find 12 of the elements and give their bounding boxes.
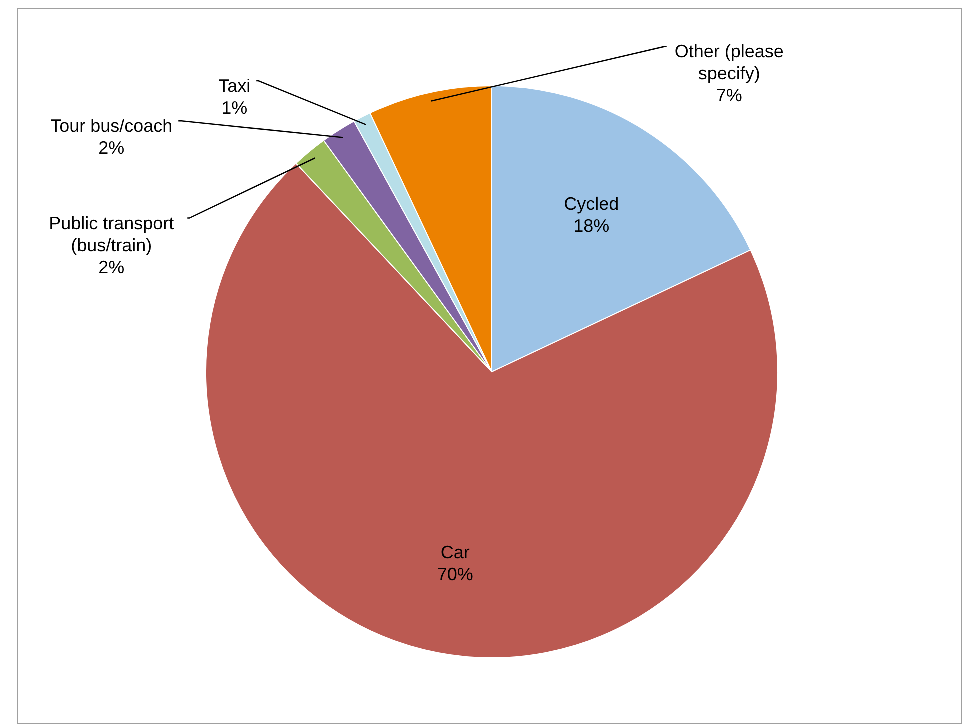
data-label: 18% [574,216,610,236]
slice-label: Tour bus/coach [50,116,173,136]
data-label: 1% [222,98,248,118]
slice-label: Car [440,542,470,563]
data-label: 2% [98,257,125,278]
slice-label: Taxi [218,76,251,96]
slice-label: Public transport (bus/train) [49,213,174,256]
data-label: 2% [98,138,125,158]
slice-label: Other (please specify) [674,42,784,84]
slice-label: Cycled [564,194,620,214]
data-label: 70% [437,564,474,585]
data-label: 7% [716,86,742,106]
